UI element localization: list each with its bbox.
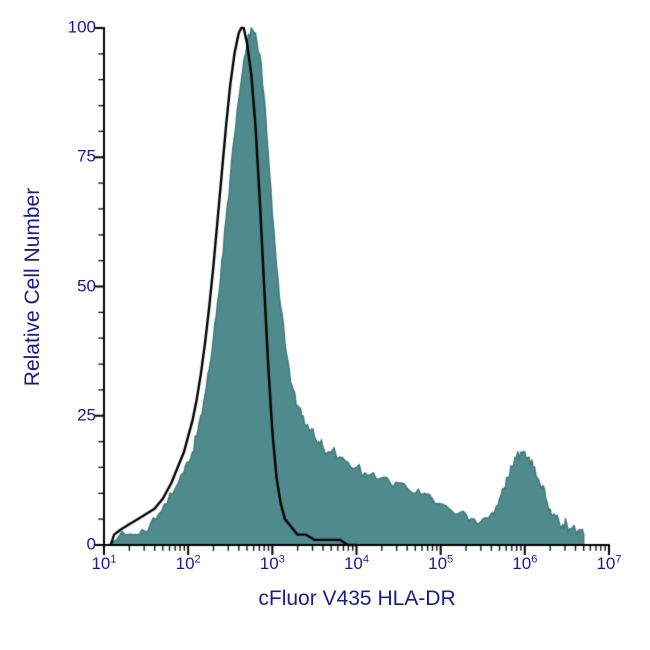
y-tick-label: 75: [77, 146, 96, 166]
y-tick-label: 100: [67, 17, 96, 37]
x-tick-label: 105: [428, 553, 454, 573]
x-tick-label: 103: [259, 553, 285, 573]
y-tick-label: 0: [86, 534, 96, 554]
x-tick-label: 102: [175, 553, 201, 573]
x-tick-label: 106: [512, 553, 538, 573]
x-tick-label: 104: [343, 553, 370, 573]
y-axis-title: Relative Cell Number: [21, 187, 44, 387]
y-tick-label: 50: [77, 276, 96, 296]
x-axis-title: cFluor V435 HLA-DR: [258, 587, 456, 610]
y-tick-label: 25: [77, 405, 96, 425]
x-tick-label: 101: [91, 553, 117, 573]
x-tick-label: 107: [596, 553, 622, 573]
